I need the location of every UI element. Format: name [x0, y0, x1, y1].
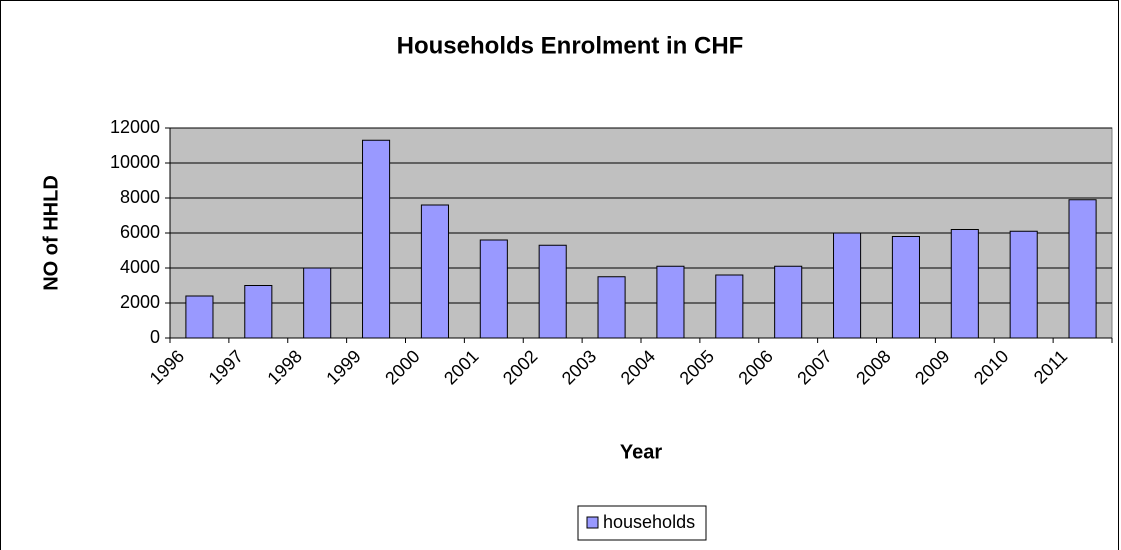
- y-tick-label: 0: [150, 327, 160, 347]
- bar: [185, 295, 214, 339]
- bar: [1009, 230, 1038, 339]
- y-tick-label: 12000: [110, 117, 160, 137]
- bar: [656, 265, 685, 339]
- bar: [244, 285, 273, 339]
- bar: [833, 232, 862, 339]
- bar: [420, 204, 449, 339]
- bar: [891, 236, 920, 339]
- y-tick-label: 10000: [110, 152, 160, 172]
- legend-box: [577, 505, 707, 541]
- bar: [774, 265, 803, 339]
- y-tick-label: 6000: [120, 222, 160, 242]
- y-tick-label: 4000: [120, 257, 160, 277]
- bar: [303, 267, 332, 339]
- x-axis-label: Year: [620, 441, 662, 463]
- bar: [950, 229, 979, 339]
- legend-swatch: [586, 516, 599, 529]
- y-axis-label: NO of HHLD: [40, 175, 62, 291]
- y-tick-label: 8000: [120, 187, 160, 207]
- bar: [362, 139, 391, 339]
- bar: [479, 239, 508, 339]
- chart-title: Households Enrolment in CHF: [397, 32, 744, 59]
- bar: [1068, 199, 1097, 339]
- y-tick-label: 2000: [120, 292, 160, 312]
- legend-label: households: [603, 512, 695, 532]
- bar: [715, 274, 744, 339]
- bar: [597, 276, 626, 339]
- bar: [538, 244, 567, 339]
